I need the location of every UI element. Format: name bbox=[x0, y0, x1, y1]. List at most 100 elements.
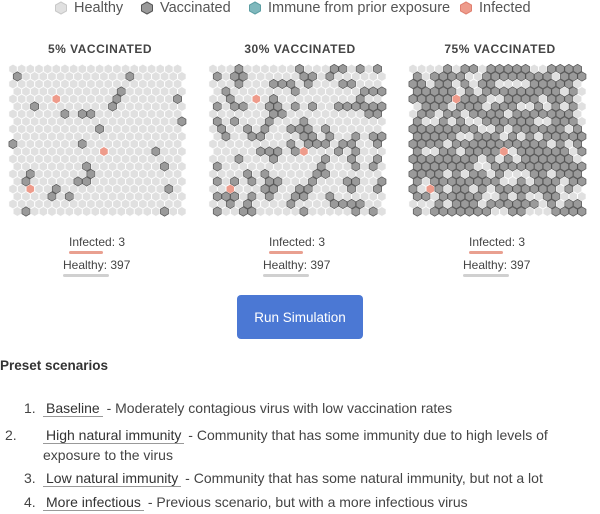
vaccinated-cell bbox=[412, 116, 422, 127]
vaccinated-cell bbox=[338, 198, 348, 210]
healthy-cell bbox=[273, 86, 283, 97]
vaccinated-cell bbox=[434, 138, 444, 150]
infected-bar bbox=[69, 251, 103, 254]
healthy-cell bbox=[142, 161, 152, 172]
vaccinated-cell bbox=[447, 71, 457, 82]
healthy-cell bbox=[360, 71, 369, 82]
healthy-cell bbox=[525, 191, 535, 202]
healthy-cell bbox=[160, 131, 169, 142]
vaccinated-cell bbox=[355, 93, 365, 105]
healthy-cell bbox=[129, 169, 139, 179]
run-simulation-button[interactable]: Run Simulation bbox=[237, 295, 363, 339]
healthy-cell bbox=[495, 154, 504, 164]
scenario-item-baseline: 1. Baseline - Moderately contagious virus… bbox=[24, 398, 584, 418]
healthy-cell bbox=[103, 124, 113, 134]
vaccinated-cell bbox=[521, 153, 531, 165]
healthy-cell bbox=[256, 116, 265, 127]
healthy-cell bbox=[30, 116, 39, 127]
healthy-cell bbox=[34, 124, 44, 134]
scenario-link-more-infectious[interactable]: More infectious bbox=[43, 494, 144, 511]
vaccinated-cell bbox=[347, 198, 356, 210]
healthy-cell bbox=[112, 139, 122, 149]
healthy-cell bbox=[230, 86, 239, 97]
vaccinated-cell bbox=[421, 161, 431, 172]
healthy-cell bbox=[251, 109, 261, 119]
healthy-cell bbox=[60, 94, 70, 104]
vaccinated-cell bbox=[529, 168, 539, 180]
vaccinated-cell bbox=[438, 206, 448, 217]
scenario-link-low-natural-immunity[interactable]: Low natural immunity bbox=[43, 470, 182, 487]
healthy-cell bbox=[243, 139, 252, 149]
vaccinated-cell bbox=[116, 86, 126, 97]
healthy-cell bbox=[112, 109, 122, 119]
vaccinated-cell bbox=[230, 71, 240, 82]
healthy-cell bbox=[351, 71, 361, 82]
scenario-link-high-natural-immunity[interactable]: High natural immunity bbox=[43, 427, 185, 444]
healthy-cell bbox=[51, 124, 61, 134]
healthy-cell bbox=[256, 86, 265, 97]
healthy-cell bbox=[208, 199, 218, 209]
vaccinated-cell bbox=[534, 71, 543, 82]
healthy-cell bbox=[460, 109, 470, 119]
scenario-link-baseline[interactable]: Baseline bbox=[43, 400, 103, 417]
healthy-cell bbox=[112, 124, 122, 134]
healthy-cell bbox=[47, 101, 57, 112]
healthy-cell bbox=[316, 146, 326, 157]
healthy-cell bbox=[64, 161, 74, 172]
healthy-cell bbox=[525, 176, 535, 187]
vaccinated-cell bbox=[443, 108, 453, 120]
vaccinated-cell bbox=[160, 206, 169, 217]
healthy-cell bbox=[147, 79, 156, 89]
healthy-cell bbox=[125, 101, 135, 112]
healthy-cell bbox=[125, 161, 135, 172]
vaccinated-cell bbox=[421, 191, 431, 202]
healthy-cell bbox=[38, 146, 48, 157]
healthy-cell bbox=[269, 124, 278, 134]
vaccinated-cell bbox=[551, 131, 561, 142]
healthy-cell bbox=[347, 94, 356, 104]
healthy-bar bbox=[63, 274, 109, 277]
vaccinated-cell bbox=[264, 176, 274, 187]
healthy-cell bbox=[77, 169, 87, 179]
healthy-cell bbox=[69, 94, 78, 104]
healthy-cell bbox=[164, 169, 174, 179]
healthy-cell bbox=[82, 116, 91, 127]
vaccinated-cell bbox=[434, 198, 444, 210]
vaccinated-cell bbox=[412, 191, 422, 202]
vaccinated-cell bbox=[477, 78, 487, 90]
healthy-cell bbox=[43, 139, 52, 149]
vaccinated-cell bbox=[495, 198, 505, 210]
healthy-cell bbox=[95, 79, 104, 89]
vaccinated-cell bbox=[443, 123, 453, 135]
healthy-cell bbox=[355, 124, 365, 134]
healthy-cell bbox=[421, 176, 431, 187]
healthy-cell bbox=[282, 71, 291, 82]
infected-value: 3 bbox=[118, 235, 126, 249]
vaccinated-cell bbox=[303, 78, 313, 90]
healthy-cell bbox=[77, 94, 87, 104]
healthy-cell bbox=[342, 116, 352, 127]
infected-label: Infected: bbox=[69, 235, 116, 249]
vaccinated-cell bbox=[351, 161, 361, 172]
healthy-cell bbox=[116, 191, 126, 202]
healthy-cell bbox=[155, 139, 165, 149]
healthy-cell bbox=[38, 176, 48, 187]
vaccinated-cell bbox=[421, 86, 431, 97]
healthy-cell bbox=[238, 116, 248, 127]
vaccinated-cell bbox=[368, 206, 378, 217]
scenario-number: 1. bbox=[24, 400, 36, 416]
healthy-cell bbox=[56, 131, 65, 142]
vaccinated-cell bbox=[269, 93, 279, 105]
healthy-cell bbox=[125, 146, 135, 157]
healthy-cell bbox=[321, 64, 330, 74]
vaccinated-cell bbox=[177, 116, 187, 127]
vaccinated-cell bbox=[325, 131, 335, 142]
healthy-cell bbox=[217, 64, 226, 74]
vaccinated-cell bbox=[308, 101, 318, 112]
healthy-cell bbox=[26, 94, 35, 104]
healthy-cell bbox=[34, 169, 44, 179]
healthy-cell bbox=[51, 139, 61, 149]
healthy-cell bbox=[51, 199, 61, 209]
healthy-stat: Healthy: 397 bbox=[63, 258, 130, 277]
healthy-cell bbox=[303, 154, 313, 164]
